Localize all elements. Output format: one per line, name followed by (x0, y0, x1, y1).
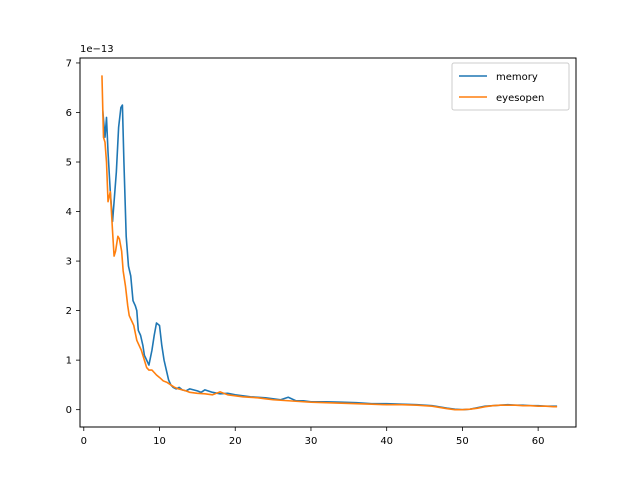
y-tick-label: 7 (66, 58, 72, 69)
axes-frame (79, 57, 577, 428)
legend: memory eyesopen (451, 62, 570, 111)
x-tick-label: 40 (380, 436, 393, 447)
y-tick-label: 0 (66, 405, 72, 416)
legend-label-eyesopen: eyesopen (496, 93, 544, 104)
y-offset-label: 1e−13 (80, 44, 114, 55)
x-tick-label: 30 (305, 436, 318, 447)
y-tick-label: 6 (66, 108, 72, 119)
y-tick-label: 4 (66, 207, 72, 218)
x-tick-label: 60 (532, 436, 545, 447)
x-tick-label: 20 (229, 436, 242, 447)
legend-label-memory: memory (496, 72, 538, 83)
y-tick-label: 2 (66, 306, 72, 317)
x-tick-label: 50 (456, 436, 469, 447)
plot-lines (101, 75, 558, 411)
y-tick-label: 3 (66, 257, 72, 268)
legend-box (451, 62, 570, 111)
y-axis: 0 1 2 3 4 5 6 7 (66, 58, 80, 416)
series-line-memory (101, 104, 558, 411)
x-axis: 0 10 20 30 40 50 60 (81, 427, 545, 447)
series-line-eyesopen (101, 75, 558, 411)
x-tick-label: 10 (153, 436, 166, 447)
y-tick-label: 5 (66, 158, 72, 169)
y-tick-label: 1 (66, 356, 72, 367)
x-tick-label: 0 (81, 436, 87, 447)
